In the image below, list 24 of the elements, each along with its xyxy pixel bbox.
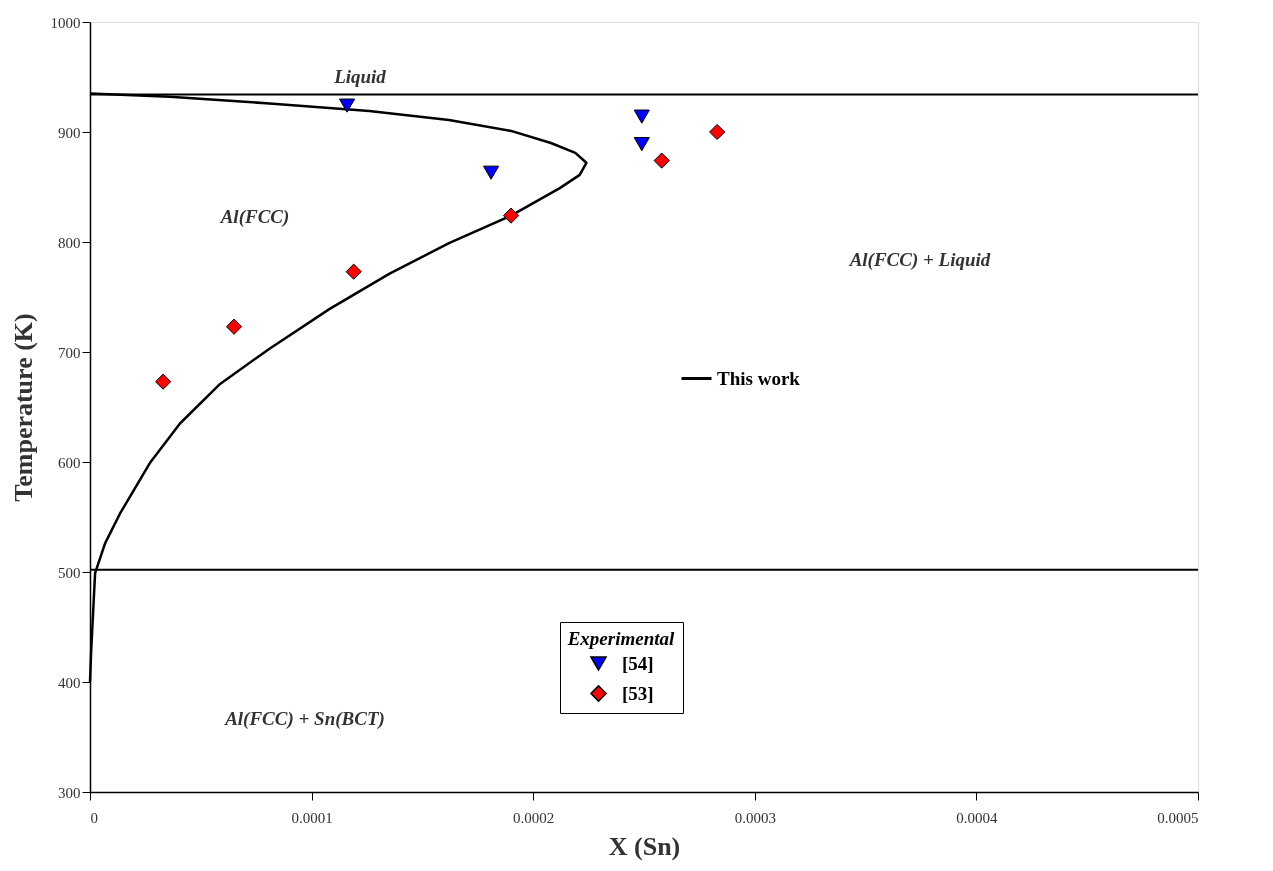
legend-label: [54] — [622, 652, 654, 674]
legend-label: This work — [717, 367, 801, 389]
legend-label: [53] — [622, 682, 654, 704]
y-tick-label: 800 — [58, 234, 81, 251]
x-tick-label: 0.0005 — [1157, 809, 1199, 826]
legend-title: Experimental — [566, 628, 676, 649]
x-axis-title: X (Sn) — [608, 831, 681, 861]
x-tick-label: 0.0001 — [291, 809, 333, 826]
y-axis-title: Temperature (K) — [8, 313, 38, 502]
y-tick-label: 700 — [58, 344, 81, 361]
annotation: Al(FCC) + Liquid — [848, 249, 991, 271]
y-tick-label: 900 — [58, 124, 81, 141]
y-tick-label: 500 — [58, 564, 81, 581]
x-tick-label: 0 — [90, 809, 98, 826]
annotation: Liquid — [333, 66, 387, 87]
x-tick-label: 0.0002 — [513, 809, 555, 826]
annotation: Al(FCC) — [219, 206, 290, 228]
y-tick-label: 300 — [58, 784, 81, 801]
y-tick-label: 600 — [58, 454, 81, 471]
x-tick-label: 0.0004 — [956, 809, 999, 826]
y-tick-label: 400 — [58, 674, 81, 691]
x-tick-label: 0.0003 — [734, 809, 776, 826]
annotation: Al(FCC) + Sn(BCT) — [224, 708, 385, 730]
y-tick-label: 1000 — [50, 14, 81, 31]
